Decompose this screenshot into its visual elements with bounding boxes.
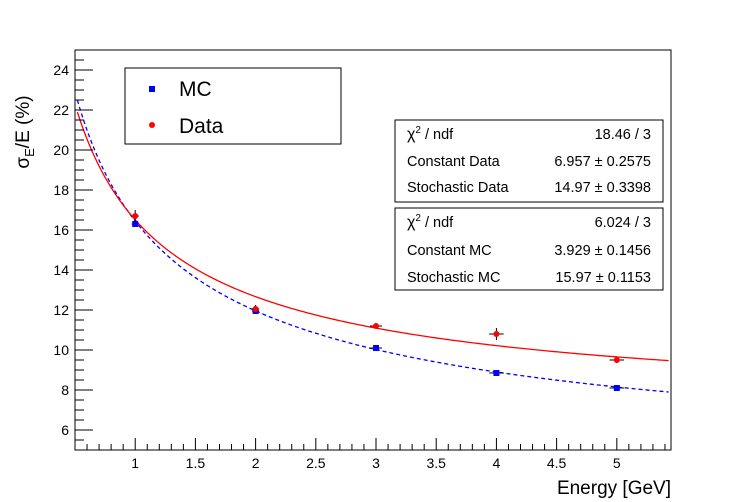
- y-tick-label: 12: [53, 302, 69, 318]
- x-tick-label: 3: [372, 455, 380, 471]
- legend-label-mc: MC: [179, 78, 212, 101]
- point-data: [132, 213, 139, 219]
- x-tick-label: 1.5: [186, 455, 206, 471]
- stat-mc-stochastic-value: 15.97 ± 0.1153: [555, 270, 651, 286]
- stat-box-data: χ2 / ndf 18.46 / 3 Constant Data 6.957 ±…: [394, 119, 664, 203]
- x-tick-label: 1: [131, 455, 139, 471]
- legend-label-data: Data: [179, 115, 224, 138]
- x-axis-title: Energy [GeV]: [557, 478, 671, 499]
- y-axis-title-rest: /E (%): [13, 95, 34, 148]
- point-data: [373, 323, 380, 329]
- fit-curve-mc: [76, 99, 669, 393]
- y-tick-label: 6: [61, 422, 69, 438]
- y-tick-label: 16: [53, 222, 69, 238]
- y-tick-label: 18: [53, 182, 69, 198]
- stat-data-stochastic-label: Stochastic Data: [407, 180, 509, 196]
- x-tick-label: 2: [252, 455, 260, 471]
- point-mc: [613, 385, 620, 391]
- stat-mc-chi2-label: χ2 / ndf: [407, 213, 454, 231]
- y-tick-label: 24: [53, 62, 69, 78]
- legend-marker-data: [149, 122, 155, 128]
- point-data: [613, 357, 620, 363]
- x-tick-label: 5: [613, 455, 621, 471]
- legend-marker-mc: [149, 86, 155, 92]
- y-tick-label: 10: [53, 342, 69, 358]
- stat-box-mc: χ2 / ndf 6.024 / 3 Constant MC 3.929 ± 0…: [394, 207, 664, 291]
- stat-mc-stochastic-label: Stochastic MC: [407, 270, 500, 286]
- point-mc: [132, 221, 139, 227]
- y-tick-label: 14: [53, 262, 69, 278]
- stat-data-chi2-value: 18.46 / 3: [595, 127, 651, 143]
- axes: 1 1.5 2 2.5 3 3.5 4 4.5 5 6 8 10 12 14 16 18 20 22 24: [53, 49, 672, 471]
- stat-data-constant-value: 6.957 ± 0.2575: [554, 154, 651, 170]
- stat-data-stochastic-value: 14.97 ± 0.3398: [554, 180, 651, 196]
- y-tick-label: 20: [53, 142, 69, 158]
- stat-mc-chi2-value: 6.024 / 3: [595, 215, 651, 231]
- point-mc: [493, 370, 500, 376]
- stat-mc-constant-label: Constant MC: [407, 243, 492, 259]
- fit-curve-data: [76, 111, 669, 362]
- x-tick-label: 3.5: [426, 455, 446, 471]
- y-tick-label: 22: [53, 102, 69, 118]
- point-data: [252, 306, 259, 312]
- point-mc: [373, 345, 380, 351]
- legend: MC Data: [124, 67, 342, 145]
- x-tick-label: 4: [493, 455, 501, 471]
- stat-box-data-frame: [394, 119, 664, 203]
- y-axis-title: σE/E (%): [13, 95, 37, 168]
- x-tick-label: 4.5: [547, 455, 567, 471]
- stat-data-chi2-label: χ2 / ndf: [407, 125, 454, 143]
- stat-data-constant-label: Constant Data: [407, 154, 501, 170]
- x-tick-label: 2.5: [306, 455, 326, 471]
- stat-box-mc-frame: [394, 207, 664, 291]
- stat-mc-constant-value: 3.929 ± 0.1456: [554, 243, 651, 259]
- y-tick-label: 8: [61, 382, 69, 398]
- plot-area: [76, 99, 669, 393]
- legend-box: [124, 67, 342, 145]
- point-data: [493, 331, 500, 337]
- y-axis-title-main: σ: [13, 157, 34, 169]
- y-axis-title-sub: E: [22, 148, 37, 157]
